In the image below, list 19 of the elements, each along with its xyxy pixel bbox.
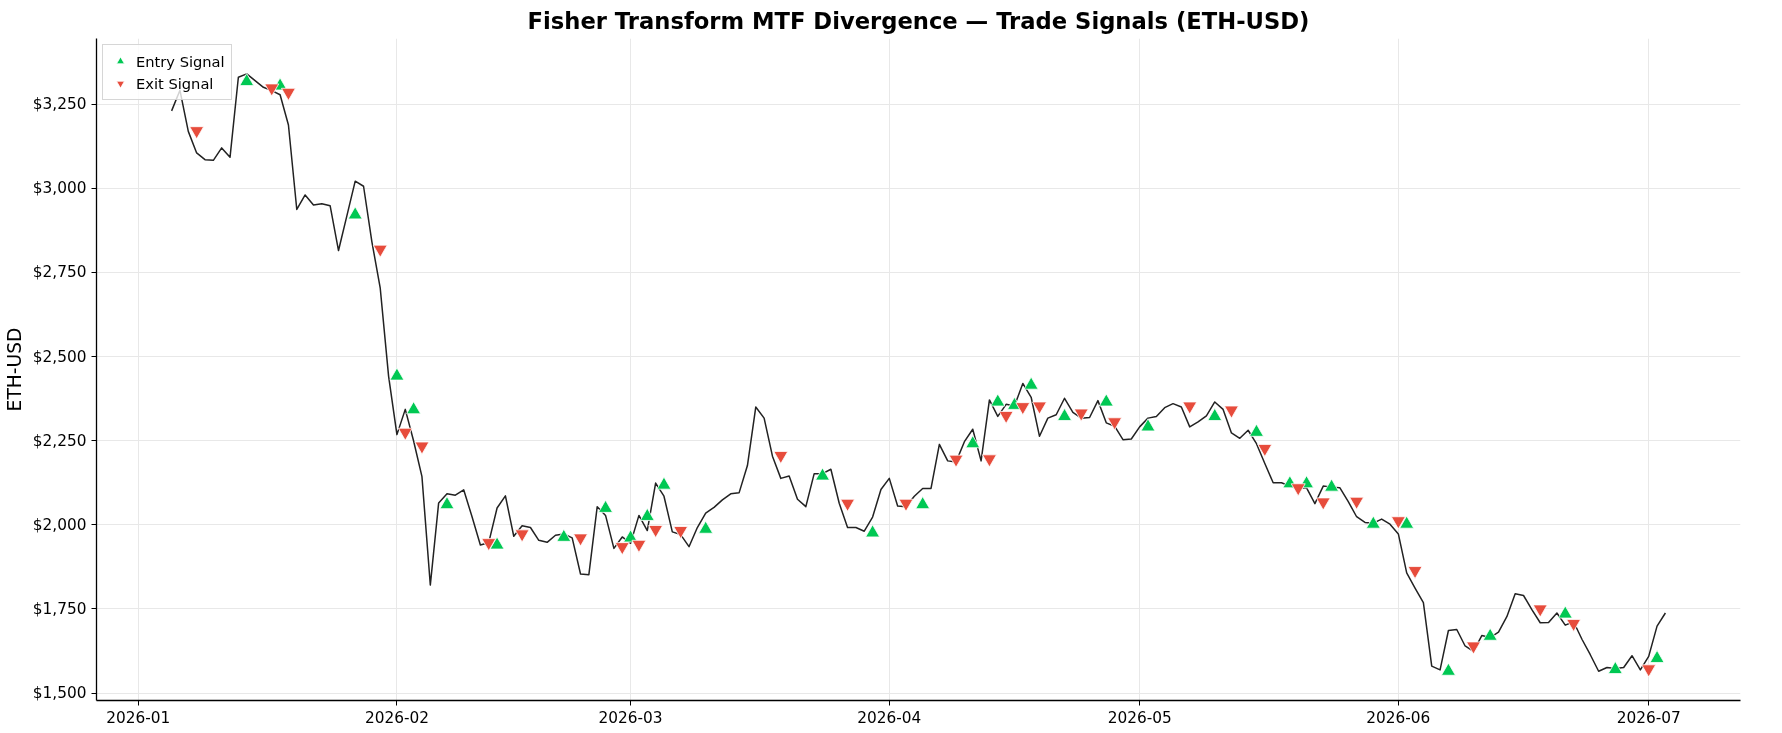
x-tick-label: 2026-07 bbox=[1616, 708, 1681, 727]
legend-label: Exit Signal bbox=[136, 74, 214, 92]
x-tick-label: 2026-01 bbox=[106, 708, 171, 727]
y-axis-title: ETH-USD bbox=[3, 327, 25, 412]
y-tick-label: $2,250 bbox=[32, 431, 87, 450]
legend-label: Entry Signal bbox=[136, 52, 225, 70]
x-tick-label: 2026-02 bbox=[364, 708, 429, 727]
x-tick-label: 2026-06 bbox=[1366, 708, 1431, 727]
x-tick-label: 2026-03 bbox=[598, 708, 663, 727]
y-tick-label: $1,500 bbox=[32, 684, 87, 703]
y-tick-label: $2,000 bbox=[32, 515, 87, 534]
y-tick-label: $2,750 bbox=[32, 263, 87, 282]
x-tick-label: 2026-04 bbox=[857, 708, 922, 727]
y-tick-label: $3,000 bbox=[32, 179, 87, 198]
y-tick-label: $1,750 bbox=[32, 599, 87, 618]
x-tick-label: 2026-05 bbox=[1107, 708, 1172, 727]
y-tick-label: $2,500 bbox=[32, 347, 87, 366]
chart-title: Fisher Transform MTF Divergence — Trade Signals (ETH-USD) bbox=[527, 7, 1310, 34]
y-tick-label: $3,250 bbox=[32, 95, 87, 114]
